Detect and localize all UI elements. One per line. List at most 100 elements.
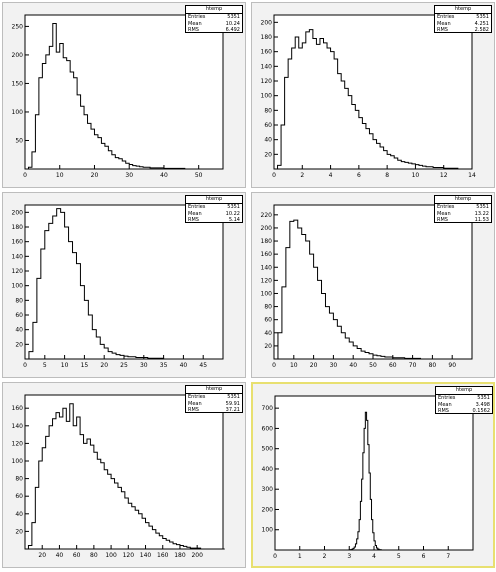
stats-row-rms: RMS 0.1562	[436, 408, 492, 415]
stats-row-rms: RMS 2.582	[435, 27, 491, 34]
y-tick-label: 20	[15, 341, 23, 348]
stats-label: Entries	[438, 395, 456, 401]
x-tick-label: 1	[298, 553, 302, 560]
histogram-svg-5: 20 40 60 80 100 120 140 160 180 200 20 40 60 80 100 120…	[12, 394, 225, 559]
histogram-svg-4: 0 10 20 30 40 50 60 70 80 90 20 40 60 80 100 120 140 160 1…	[261, 204, 473, 369]
stats-box-title: htemp	[435, 196, 491, 204]
histogram-pad-3[interactable]: 0 5 10 15 20 25 30 35 40 45 20 40 60 80 100 120 140 160 18…	[2, 192, 246, 378]
y-tick-label: 150	[12, 80, 24, 87]
x-tick-label: 140	[140, 552, 152, 559]
stats-row-mean: Mean 10.24	[186, 21, 242, 28]
y-tick-label: 60	[264, 122, 272, 129]
y-tick-label: 120	[12, 440, 24, 447]
stats-value: 10.22	[225, 210, 240, 217]
stats-value: 11.53	[474, 217, 489, 223]
x-tick-label: 40	[56, 552, 64, 559]
stats-label: Mean	[438, 401, 452, 408]
histogram-svg-6: 0 1 2 3 4 5 6 7 100 200 300 400 500 600 700	[262, 395, 474, 560]
stats-label: Mean	[188, 20, 202, 27]
x-tick-label: 20	[310, 362, 318, 369]
stats-value: 0.1562	[472, 408, 491, 414]
stats-row-mean: Mean 10.22	[186, 211, 242, 218]
x-tick-label: 50	[369, 362, 377, 369]
histogram-pad-4[interactable]: 0 10 20 30 40 50 60 70 80 90 20 40 60 80 100 120 140 160 1…	[251, 192, 495, 378]
x-tick-label: 5	[397, 553, 401, 560]
stats-row-entries: Entries 5351	[186, 394, 242, 401]
stats-value: 37.21	[225, 407, 240, 413]
y-tick-label: 40	[15, 327, 23, 334]
x-tick-label: 10	[290, 362, 298, 369]
stats-value: 5.14	[228, 217, 240, 223]
y-tick-label: 200	[12, 52, 24, 59]
histogram-line	[25, 208, 223, 360]
stats-box: htemp Entries 5351 Mean 10.22 RMS 5.14	[185, 195, 243, 223]
x-tick-label: 4	[329, 172, 333, 179]
plot-frame	[24, 14, 224, 170]
x-tick-label: 180	[174, 552, 186, 559]
stats-value: 5351	[227, 14, 240, 20]
x-tick-label: 25	[120, 362, 128, 369]
y-tick-label: 700	[262, 405, 274, 412]
y-tick-label: 160	[12, 239, 24, 246]
y-tick-label: 120	[261, 277, 273, 284]
x-tick-label: 0	[272, 362, 276, 369]
stats-label: Entries	[437, 14, 455, 20]
stats-label: Mean	[437, 210, 451, 217]
y-tick-label: 140	[12, 423, 24, 430]
x-tick-label: 100	[105, 552, 117, 559]
x-tick-label: 90	[448, 362, 456, 369]
y-tick-label: 100	[12, 109, 24, 116]
y-tick-label: 120	[261, 78, 273, 85]
plot-frame	[274, 395, 474, 551]
stats-box: htemp Entries 5351 Mean 13.22 RMS 11.53	[434, 195, 492, 223]
stats-row-mean: Mean 59.91	[186, 401, 242, 408]
y-tick-label: 20	[264, 343, 272, 350]
x-tick-label: 15	[81, 362, 89, 369]
stats-value: 5351	[477, 395, 490, 401]
x-tick-label: 80	[90, 552, 98, 559]
stats-row-entries: Entries 5351	[186, 14, 242, 21]
x-tick-label: 12	[440, 172, 448, 179]
stats-row-mean: Mean 4.251	[435, 21, 491, 28]
stats-value: 5351	[227, 204, 240, 210]
stats-box-title: htemp	[186, 6, 242, 14]
stats-row-rms: RMS 11.53	[435, 217, 491, 224]
stats-label: RMS	[188, 27, 199, 33]
y-tick-label: 20	[15, 528, 23, 535]
stats-row-rms: RMS 37.21	[186, 407, 242, 414]
stats-value: 5351	[476, 204, 489, 210]
stats-row-mean: Mean 3.498	[436, 402, 492, 409]
histogram-line	[274, 29, 472, 170]
histogram-pad-2[interactable]: 0 2 4 6 8 10 12 14 20 40 60 80 100 120 140 160 180 200 hte…	[251, 2, 495, 188]
stats-label: Mean	[437, 20, 451, 27]
stats-row-entries: Entries 5351	[186, 204, 242, 211]
plot-frame	[24, 204, 224, 360]
histogram-pad-1[interactable]: 0 10 20 30 40 50 50 100 150 200 250 htemp Entries 535…	[2, 2, 246, 188]
stats-value: 13.22	[474, 210, 489, 217]
x-tick-label: 6	[422, 553, 426, 560]
x-tick-label: 0	[23, 172, 27, 179]
x-tick-label: 70	[409, 362, 417, 369]
y-tick-label: 100	[261, 93, 273, 100]
stats-label: Entries	[437, 204, 455, 210]
histogram-pad-6[interactable]: 0 1 2 3 4 5 6 7 100 200 300 400 500 600 700 htemp Entrie…	[251, 382, 495, 568]
x-tick-label: 10	[412, 172, 420, 179]
stats-label: RMS	[188, 407, 199, 413]
histogram-line	[25, 403, 225, 550]
stats-value: 5351	[476, 14, 489, 20]
stats-box: htemp Entries 5351 Mean 10.24 RMS 6.492	[185, 5, 243, 33]
histogram-line	[25, 23, 223, 170]
x-tick-label: 50	[195, 172, 203, 179]
x-tick-label: 80	[429, 362, 437, 369]
x-tick-label: 20	[38, 552, 46, 559]
stats-box: htemp Entries 5351 Mean 4.251 RMS 2.582	[434, 5, 492, 33]
histogram-pad-5[interactable]: 20 40 60 80 100 120 140 160 180 200 20 40 60 80 100 120…	[2, 382, 246, 568]
y-tick-label: 80	[264, 107, 272, 114]
x-tick-label: 2	[323, 553, 327, 560]
x-tick-label: 6	[357, 172, 361, 179]
histogram-line	[275, 411, 473, 551]
y-tick-label: 40	[264, 137, 272, 144]
y-tick-label: 50	[15, 137, 23, 144]
y-tick-label: 250	[12, 23, 24, 30]
stats-row-rms: RMS 6.492	[186, 27, 242, 34]
